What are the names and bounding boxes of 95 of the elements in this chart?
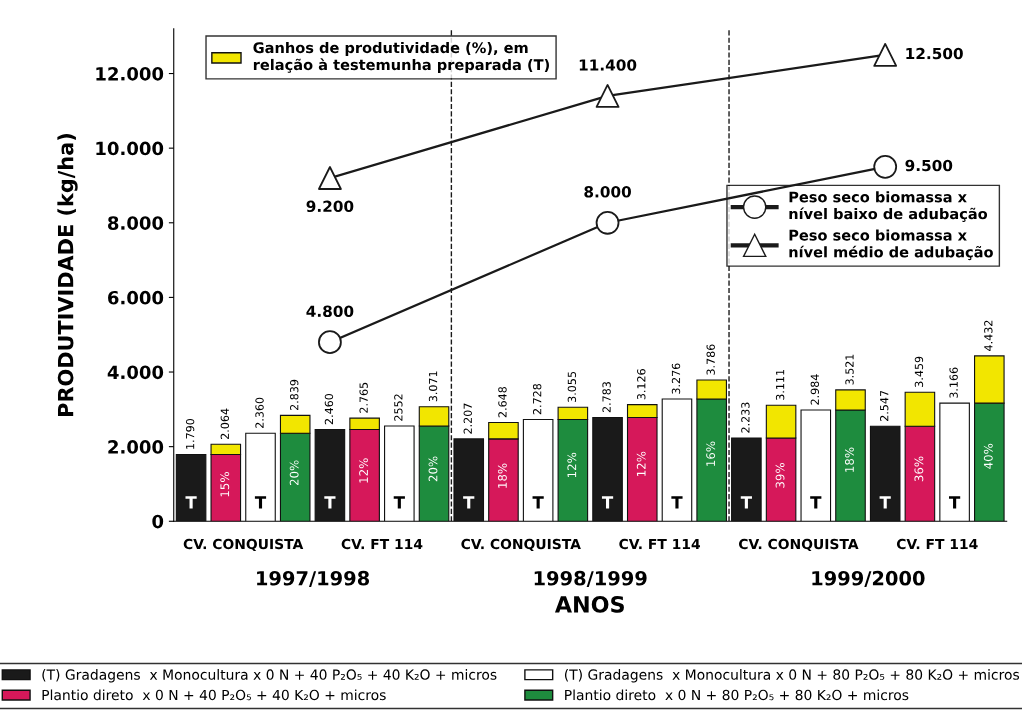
annotation: T bbox=[254, 496, 267, 509]
total-label: 3.111 bbox=[775, 369, 785, 400]
bar bbox=[314, 428, 346, 522]
annotation: 20% bbox=[289, 460, 299, 486]
annotation: T bbox=[463, 496, 475, 509]
annotation: 18% bbox=[497, 463, 507, 488]
point bbox=[318, 166, 342, 190]
total-label: 3.459 bbox=[914, 356, 924, 387]
annotation: T bbox=[740, 496, 752, 509]
text: CV. CONQUISTA bbox=[183, 538, 304, 552]
data-label: 4.800 bbox=[306, 305, 354, 317]
annotation: 15% bbox=[220, 472, 230, 497]
annotation: 20% bbox=[428, 456, 438, 482]
annotation: T bbox=[810, 496, 822, 509]
y-tick-label: 8.000 bbox=[108, 216, 164, 230]
annotation: 40% bbox=[983, 443, 993, 469]
total-label: 2.648 bbox=[498, 386, 507, 418]
legend-label: Plantio direto x 0 N + 80 P₂O₅ + 80 K₂O + micros bbox=[565, 689, 909, 701]
text: 1998/1999 bbox=[534, 570, 647, 588]
total-label: 3.521 bbox=[845, 354, 854, 385]
total-label: 2552 bbox=[394, 394, 403, 421]
data-label: 9.500 bbox=[905, 159, 953, 172]
total-label: 2.765 bbox=[359, 382, 368, 413]
text: CV. FT 114 bbox=[896, 538, 978, 550]
annotation: T bbox=[393, 496, 405, 509]
text: CV. FT 114 bbox=[341, 538, 423, 550]
bar bbox=[592, 416, 623, 522]
total-label: 2.233 bbox=[741, 402, 750, 433]
data-label: 11.400 bbox=[579, 59, 637, 71]
annotation: 18% bbox=[844, 447, 854, 472]
x-axis-title: ANOS bbox=[554, 595, 624, 613]
data-label: 9.200 bbox=[306, 200, 354, 213]
total-label: 3.055 bbox=[567, 371, 577, 402]
y-tick-label: 10.000 bbox=[96, 141, 164, 156]
annotation: 16% bbox=[706, 441, 716, 466]
bar bbox=[869, 425, 901, 522]
annotation: T bbox=[671, 496, 683, 509]
bar bbox=[522, 418, 554, 522]
annotation: 36% bbox=[914, 456, 924, 482]
total-label: 2.728 bbox=[532, 383, 542, 415]
legend-label: Plantio direto x 0 N + 40 P₂O₅ + 40 K₂O + micros bbox=[42, 689, 386, 701]
bar bbox=[175, 453, 207, 522]
total-label: 2.207 bbox=[463, 403, 472, 434]
total-label: 2.984 bbox=[810, 374, 820, 405]
total-label: 1.790 bbox=[185, 418, 195, 449]
legend-label: Ganhos de produtividade (%), em relação à testemunha preparada (T) bbox=[253, 41, 549, 74]
annotation: 39% bbox=[775, 462, 785, 488]
total-label: 3.166 bbox=[949, 367, 958, 398]
bar bbox=[245, 432, 276, 522]
total-label: 4.432 bbox=[984, 320, 993, 351]
data-label: 8.000 bbox=[584, 186, 631, 198]
annotation: T bbox=[185, 496, 197, 509]
y-tick-label: 6.000 bbox=[108, 290, 164, 305]
bar bbox=[661, 398, 693, 522]
annotation: T bbox=[324, 496, 336, 509]
annotation: T bbox=[949, 496, 961, 509]
y-axis-title: PRODUTIVIDADE (kg/ha) bbox=[57, 134, 78, 416]
y-tick-label: 0 bbox=[152, 514, 164, 529]
text: 1997/1998 bbox=[257, 570, 370, 588]
legend-label: (T) Gradagens x Monocultura x 0 N + 80 P₂O₅ + 80 K₂O + micros bbox=[564, 669, 1020, 683]
annotation: T bbox=[601, 496, 614, 509]
y-tick-label: 12.000 bbox=[96, 66, 164, 81]
point bbox=[873, 42, 898, 67]
text: 1999/2000 bbox=[812, 570, 925, 588]
point bbox=[595, 210, 620, 235]
annotation: T bbox=[532, 496, 544, 509]
data-label: 12.500 bbox=[906, 47, 963, 60]
total-label: 2.547 bbox=[880, 390, 889, 421]
total-label: 3.126 bbox=[637, 369, 646, 400]
y-tick-label: 4.000 bbox=[107, 365, 164, 380]
total-label: 2.064 bbox=[220, 408, 230, 439]
total-label: 2.783 bbox=[602, 382, 611, 413]
annotation: 12% bbox=[636, 451, 646, 476]
bar bbox=[800, 409, 832, 522]
point bbox=[318, 330, 342, 355]
legend-label: (T) Gradagens x Monocultura x 0 N + 40 P₂O₅ + 40 K₂O + micros bbox=[42, 669, 497, 683]
text: CV. CONQUISTA bbox=[461, 538, 581, 552]
total-label: 2.839 bbox=[290, 379, 299, 411]
text: CV. FT 114 bbox=[619, 538, 700, 550]
annotation: 12% bbox=[567, 452, 577, 478]
bar bbox=[939, 402, 970, 522]
total-label: 2.360 bbox=[255, 397, 264, 428]
point bbox=[873, 154, 898, 179]
bar bbox=[384, 425, 415, 522]
annotation: T bbox=[879, 496, 891, 509]
annotation: 12% bbox=[359, 458, 369, 483]
total-label: 3.786 bbox=[706, 344, 715, 375]
y-tick-label: 2.000 bbox=[108, 440, 164, 454]
total-label: 2.460 bbox=[324, 393, 334, 425]
total-label: 3.276 bbox=[671, 363, 681, 394]
legend-label: Peso seco biomassa x nível baixo de adubação bbox=[789, 191, 988, 222]
point bbox=[595, 84, 620, 108]
legend-label: Peso seco biomassa x nível médio de adubação bbox=[789, 229, 993, 261]
total-label: 3.071 bbox=[428, 371, 438, 402]
text: CV. CONQUISTA bbox=[738, 538, 859, 552]
